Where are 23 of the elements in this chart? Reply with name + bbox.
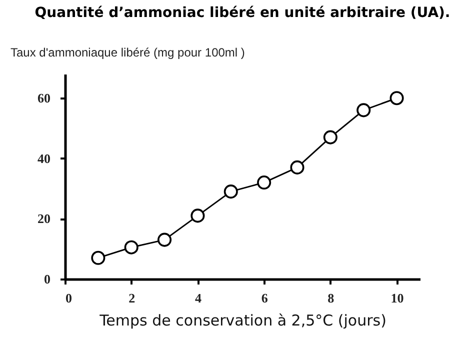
y-tick-label: 20: [38, 211, 50, 226]
point: [158, 232, 172, 247]
x-tick-label: 8: [328, 290, 335, 306]
point: [224, 184, 238, 199]
x-tick-label: 10: [390, 290, 404, 306]
point: [190, 208, 205, 223]
x-tick-label: 2: [128, 290, 136, 306]
point: [124, 240, 138, 254]
point: [356, 103, 371, 118]
point: [257, 176, 272, 190]
point: [91, 250, 106, 265]
point: [323, 130, 338, 144]
y-tick-label: 60: [38, 90, 50, 106]
point: [390, 91, 404, 106]
chart-title: Quantité d’ammoniac libéré en unité arbitraire (UA).: [34, 5, 450, 21]
point: [290, 160, 304, 174]
x-tick-label: 4: [194, 290, 202, 306]
x-tick-label: 6: [261, 290, 268, 306]
y-tick-label: 40: [38, 150, 50, 166]
x-tick-label: 0: [66, 290, 72, 306]
y-tick-label: 0: [44, 272, 50, 286]
x-axis-title: Temps de conservation à 2,5°C (jours): [98, 312, 386, 330]
y-axis-title: Taux d'ammoniaque libéré (mg pour 100ml ): [10, 46, 245, 60]
